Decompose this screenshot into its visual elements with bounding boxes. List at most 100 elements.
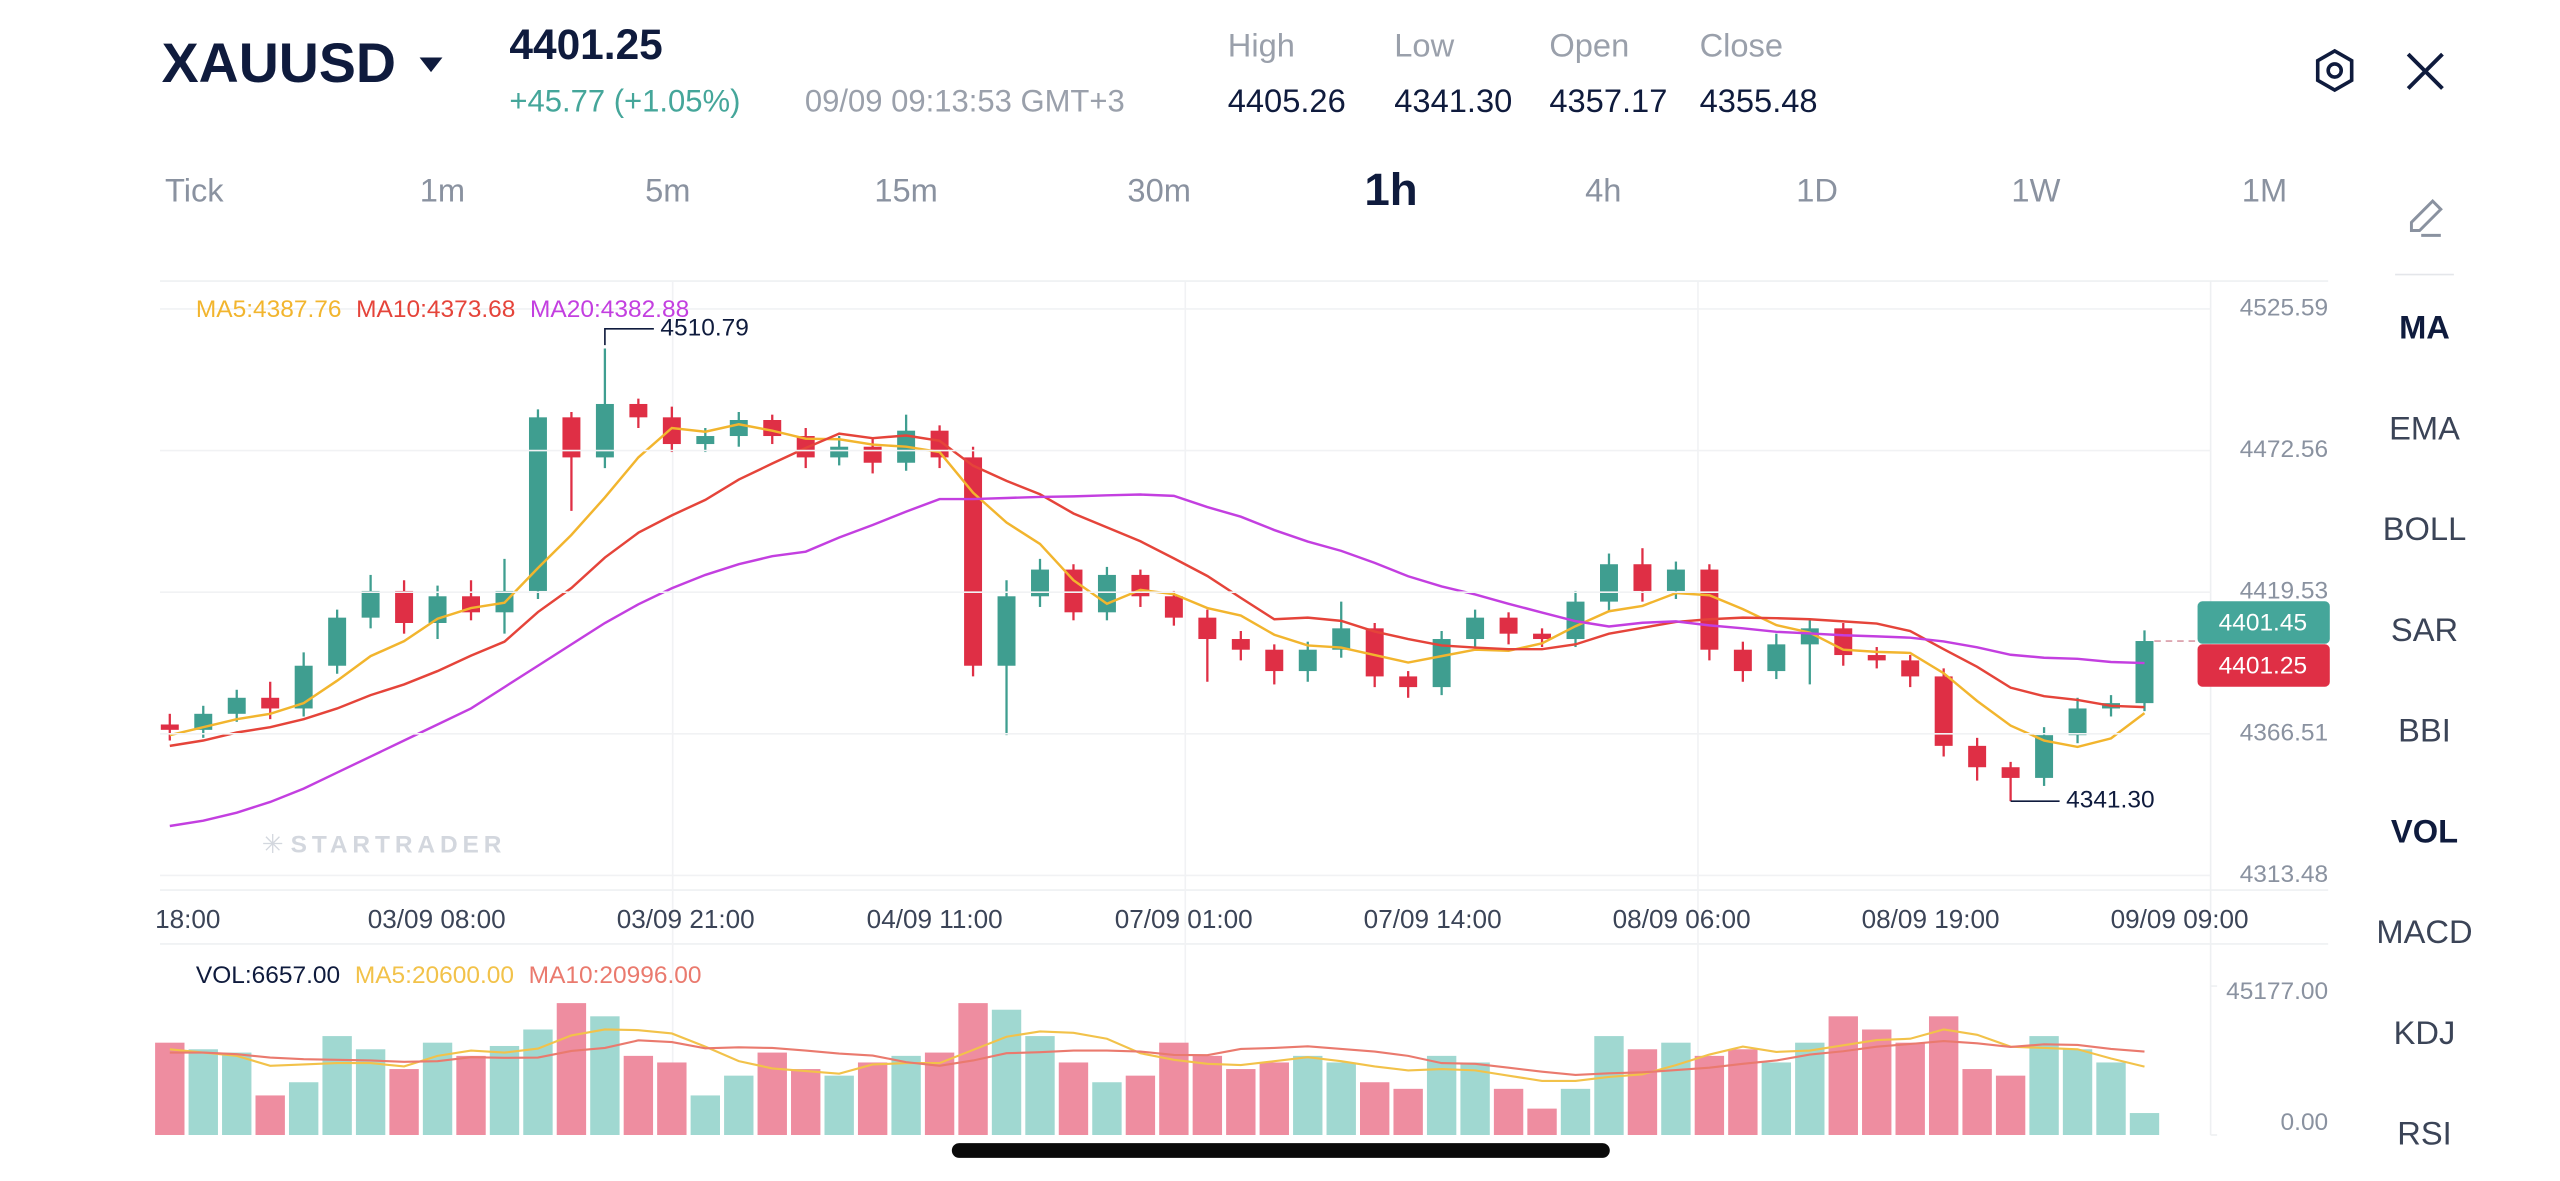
candle-body bbox=[562, 417, 581, 458]
candle-body bbox=[1499, 617, 1518, 634]
timeframe-tab[interactable]: Tick bbox=[165, 172, 224, 209]
volume-bar bbox=[590, 1016, 620, 1135]
candle-body bbox=[1867, 655, 1886, 661]
stat-label: High bbox=[1228, 26, 1295, 63]
draw-tool[interactable] bbox=[2409, 199, 2443, 237]
indicator-tab[interactable]: VOL bbox=[2391, 812, 2458, 849]
volume-bar bbox=[288, 1082, 319, 1135]
legend-entry: MA10:20996.00 bbox=[529, 962, 702, 989]
indicator-tab[interactable]: MA bbox=[2399, 309, 2450, 346]
candle-body bbox=[361, 590, 380, 618]
timeframe-tab[interactable]: 15m bbox=[874, 172, 937, 209]
volume-bar bbox=[1092, 1082, 1122, 1135]
indicator-tab[interactable]: BOLL bbox=[2383, 510, 2466, 547]
candle-body bbox=[1466, 617, 1485, 640]
timeframe-tab[interactable]: 1h bbox=[1364, 164, 1417, 215]
stat-value: 4357.17 bbox=[1549, 82, 1667, 119]
y-tick-label: 4313.48 bbox=[2240, 861, 2328, 888]
candle-body bbox=[1533, 633, 1552, 640]
candle-body bbox=[595, 403, 614, 458]
volume-bar bbox=[1393, 1088, 1423, 1135]
timeframe-tab[interactable]: 4h bbox=[1585, 172, 1621, 209]
stat-label: Close bbox=[1700, 26, 1783, 63]
candle-body bbox=[1666, 569, 1685, 591]
indicator-tab[interactable]: BBI bbox=[2398, 712, 2451, 749]
ma-line bbox=[169, 432, 2145, 748]
candle-body bbox=[1399, 676, 1418, 688]
volume-bar bbox=[1594, 1036, 1624, 1135]
candle-body bbox=[1432, 639, 1451, 688]
indicator-tab[interactable]: MACD bbox=[2376, 913, 2472, 950]
annotation-leader bbox=[604, 328, 654, 346]
x-tick-label: 04/09 11:00 bbox=[867, 904, 1003, 934]
timeframe-tab[interactable]: 1m bbox=[420, 172, 465, 209]
timeframe-tab[interactable]: 1M bbox=[2242, 172, 2287, 209]
candle-body bbox=[2068, 708, 2087, 736]
timeframe-tab[interactable]: 30m bbox=[1127, 172, 1191, 209]
price-tag bbox=[2197, 601, 2330, 644]
x-tick-label: 07/09 01:00 bbox=[1115, 904, 1253, 934]
candle-body bbox=[1365, 628, 1384, 677]
volume-bar bbox=[255, 1095, 285, 1135]
volume-bar bbox=[1661, 1042, 1691, 1135]
x-tick-label: 03/09 21:00 bbox=[617, 904, 755, 934]
volume-bar bbox=[1895, 1042, 1925, 1135]
x-tick-label: 03/09 08:00 bbox=[368, 904, 506, 934]
price-tag bbox=[2197, 644, 2330, 687]
candle-body bbox=[662, 417, 681, 445]
volume-bar bbox=[857, 1062, 888, 1135]
stat-value: 4341.30 bbox=[1394, 82, 1512, 119]
volume-bar bbox=[1460, 1062, 1490, 1135]
indicator-tab[interactable]: EMA bbox=[2389, 409, 2460, 446]
volume-bar bbox=[2029, 1036, 2059, 1135]
close-button[interactable] bbox=[2406, 52, 2444, 90]
candle-body bbox=[1231, 639, 1250, 650]
candle-body bbox=[294, 665, 313, 709]
volume-bar bbox=[757, 1052, 787, 1135]
timeframe-tab[interactable]: 1W bbox=[2011, 172, 2060, 209]
volume-bar bbox=[891, 1055, 921, 1135]
volume-bar bbox=[1226, 1069, 1256, 1135]
timeframe-tab[interactable]: 1D bbox=[1796, 172, 1838, 209]
y-tick-label: 0.00 bbox=[2281, 1109, 2329, 1136]
indicator-tab[interactable]: KDJ bbox=[2394, 1014, 2456, 1051]
candle-body bbox=[328, 617, 347, 666]
volume-bar bbox=[489, 1045, 520, 1135]
symbol[interactable]: XAUUSD bbox=[162, 32, 396, 94]
indicator-tab[interactable]: RSI bbox=[2397, 1115, 2451, 1152]
volume-bar bbox=[690, 1095, 720, 1135]
volume-bar bbox=[1962, 1069, 1992, 1135]
candle-body bbox=[1934, 676, 1953, 746]
candle-body bbox=[1265, 649, 1284, 672]
volume-bar bbox=[1159, 1042, 1189, 1135]
timeframe-tab[interactable]: 5m bbox=[645, 172, 690, 209]
volume-bar bbox=[2129, 1113, 2160, 1135]
candle-body bbox=[395, 590, 414, 623]
volume-bar bbox=[657, 1062, 687, 1135]
volume-ma-line bbox=[169, 1039, 2145, 1077]
price-tag-label: 4401.25 bbox=[2219, 653, 2307, 680]
candle-body bbox=[629, 403, 648, 418]
indicator-tab[interactable]: SAR bbox=[2391, 611, 2458, 648]
symbol-dropdown[interactable] bbox=[419, 57, 443, 73]
candle-body bbox=[1298, 649, 1317, 672]
volume-bar bbox=[1761, 1062, 1792, 1135]
candle-body bbox=[729, 420, 748, 437]
candle-body bbox=[2001, 767, 2020, 778]
candle-body bbox=[796, 436, 815, 458]
volume-bar bbox=[1326, 1062, 1356, 1135]
volume-bar bbox=[1493, 1088, 1524, 1135]
candle-body bbox=[2135, 641, 2154, 704]
settings-icon[interactable] bbox=[2315, 48, 2354, 93]
candle-body bbox=[1968, 745, 1987, 768]
candle-body bbox=[696, 436, 715, 445]
volume-bar bbox=[1828, 1016, 1858, 1135]
y-tick-label: 4419.53 bbox=[2240, 578, 2328, 605]
x-tick-label: 09/09 09:00 bbox=[2111, 904, 2249, 934]
y-tick-label: 45177.00 bbox=[2226, 978, 2328, 1005]
last-price: 4401.25 bbox=[509, 21, 662, 68]
volume-bar bbox=[791, 1069, 821, 1135]
y-tick-label: 4366.51 bbox=[2240, 719, 2328, 746]
volume-bar bbox=[1259, 1062, 1289, 1135]
